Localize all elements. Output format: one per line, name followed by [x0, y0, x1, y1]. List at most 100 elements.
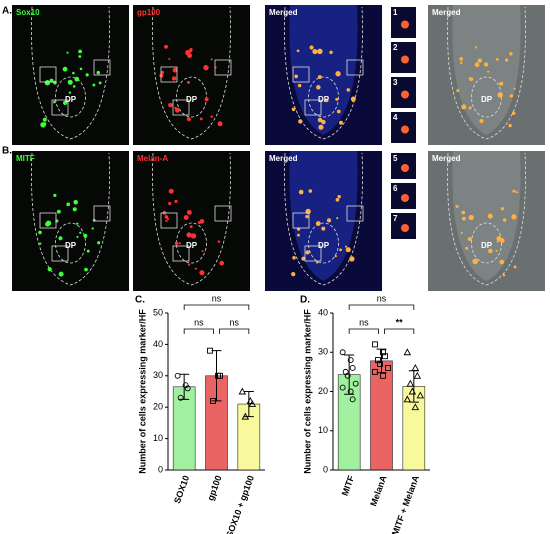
cell	[43, 122, 47, 126]
cell	[183, 215, 189, 221]
follicle-outline	[152, 6, 231, 140]
data-point	[241, 412, 250, 420]
significance-bracket	[348, 304, 415, 310]
cell	[92, 83, 96, 87]
cell	[58, 271, 64, 277]
tissue-glow	[452, 5, 521, 135]
data-point	[372, 341, 378, 348]
inset-cell	[401, 55, 409, 64]
roi-box	[214, 59, 232, 76]
data-point	[380, 349, 386, 356]
cell	[201, 250, 204, 253]
cell	[44, 80, 51, 86]
dp-label: DP	[186, 241, 198, 250]
y-tick-label: 30	[318, 347, 328, 357]
cell	[298, 119, 303, 124]
cell	[468, 77, 471, 80]
cell	[499, 259, 505, 265]
cell	[339, 248, 342, 252]
cell	[317, 75, 322, 80]
cell	[72, 207, 77, 212]
x-tick-label: MITF + MelanA	[390, 474, 421, 534]
cell	[164, 215, 169, 219]
error-bar	[344, 354, 355, 395]
data-point	[352, 380, 359, 387]
papilla-outline	[55, 222, 86, 264]
cell	[210, 115, 213, 118]
cell	[174, 241, 179, 246]
dp-label: DP	[481, 241, 493, 250]
cell	[500, 207, 505, 211]
cell	[164, 44, 168, 49]
panel-label: Merged	[432, 154, 461, 163]
data-point	[210, 397, 216, 404]
follicle-outline	[447, 152, 526, 286]
cell	[461, 210, 466, 215]
cell	[79, 231, 82, 234]
cell	[460, 61, 463, 65]
data-point	[377, 361, 383, 367]
data-point	[184, 385, 191, 392]
panel-label: gp100	[137, 8, 161, 17]
cell	[72, 71, 75, 75]
data-point	[238, 387, 247, 395]
error-bar	[179, 373, 190, 400]
data-point	[411, 364, 420, 371]
data-point	[349, 365, 356, 371]
roi-box	[346, 205, 364, 222]
follicle-outline	[447, 6, 526, 140]
cell	[513, 265, 517, 269]
cell	[468, 214, 474, 221]
cell	[73, 199, 78, 205]
cell	[512, 189, 516, 193]
cell	[474, 62, 480, 68]
cell	[172, 67, 178, 73]
cell	[199, 219, 205, 224]
cell	[462, 216, 466, 221]
y-tick-label: 10	[153, 433, 163, 443]
cell	[296, 49, 300, 53]
inset-number: 5	[393, 154, 398, 163]
cell	[186, 209, 192, 215]
follicle-outline	[31, 6, 110, 140]
data-point	[339, 349, 346, 356]
cell	[511, 111, 516, 115]
data-point	[349, 396, 356, 403]
cell	[334, 254, 337, 258]
cell	[321, 119, 326, 125]
data-point	[174, 372, 181, 379]
cell	[346, 88, 351, 92]
cell	[174, 107, 181, 113]
panel-label: Melan-A	[137, 154, 168, 163]
follicle-outline	[152, 152, 231, 286]
data-point	[207, 347, 213, 354]
dp-label: DP	[65, 95, 77, 104]
cell	[178, 242, 182, 245]
inset-cell	[401, 90, 409, 99]
papilla-outline	[55, 76, 86, 118]
cell	[297, 233, 300, 237]
cell	[461, 104, 467, 110]
cell	[79, 67, 83, 71]
cell	[84, 267, 88, 272]
cell	[345, 247, 351, 253]
cell	[190, 233, 197, 239]
cell	[68, 91, 72, 94]
data-point	[411, 403, 420, 411]
cell	[194, 267, 197, 270]
cell	[336, 109, 341, 114]
y-tick-label: 0	[158, 464, 163, 474]
cell	[91, 227, 94, 230]
inset-cell	[401, 164, 409, 172]
data-point	[385, 365, 391, 371]
panel-label: MITF	[16, 154, 35, 163]
data-point	[403, 348, 412, 356]
panel-letter: A.	[2, 6, 12, 17]
panel-label: Merged	[269, 154, 298, 163]
cell	[187, 53, 193, 59]
cell	[477, 58, 482, 63]
dp-label: DP	[318, 241, 330, 250]
significance-label: ns	[229, 317, 239, 327]
cell	[168, 201, 172, 206]
